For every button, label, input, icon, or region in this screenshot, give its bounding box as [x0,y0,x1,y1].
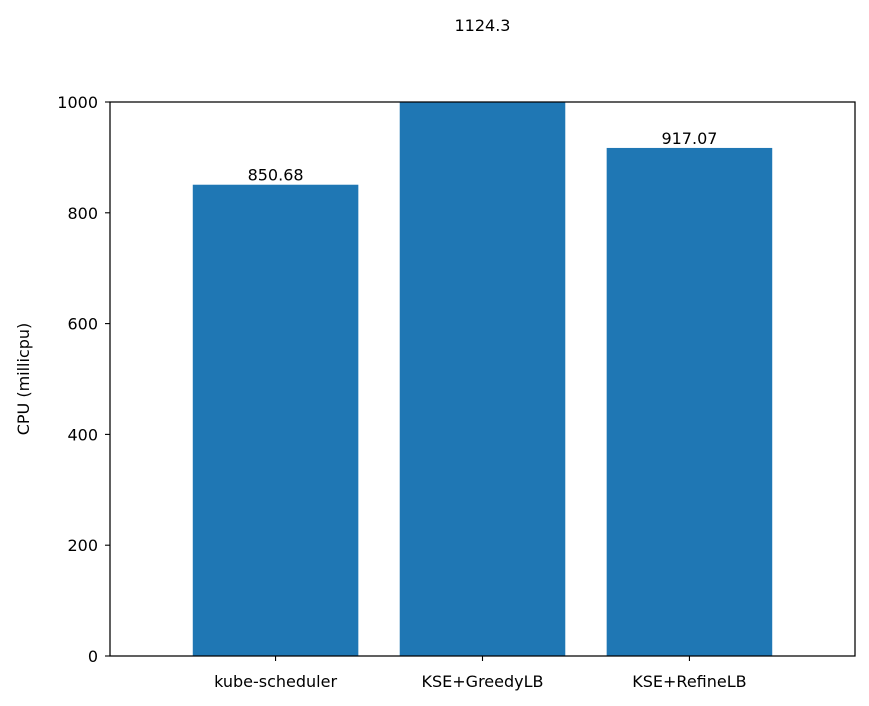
bar-0 [192,184,359,657]
bar-2 [606,147,773,656]
x-tick-label-1: KSE+GreedyLB [422,672,544,691]
y-tick-label-4: 800 [67,204,98,223]
data-label-2: 917.07 [661,129,717,148]
y-tick-label-0: 0 [88,647,98,666]
data-label-0: 850.68 [248,166,304,185]
x-axis-ticks: kube-scheduler KSE+GreedyLB KSE+RefineLB [214,656,747,691]
x-tick-label-0: kube-scheduler [214,672,337,691]
y-axis-ticks: 0 200 400 600 800 1000 [57,93,110,666]
y-axis-label: CPU (millicpu) [14,323,33,436]
bar-1 [399,102,566,656]
y-tick-label-2: 400 [67,425,98,444]
y-tick-label-5: 1000 [57,93,98,112]
y-tick-label-1: 200 [67,536,98,555]
data-label-1: 1124.3 [455,16,511,35]
data-labels-group: 850.68 1124.3 917.07 [248,16,718,185]
x-tick-label-2: KSE+RefineLB [632,672,746,691]
y-tick-label-3: 600 [67,315,98,334]
bars-group [192,102,773,657]
